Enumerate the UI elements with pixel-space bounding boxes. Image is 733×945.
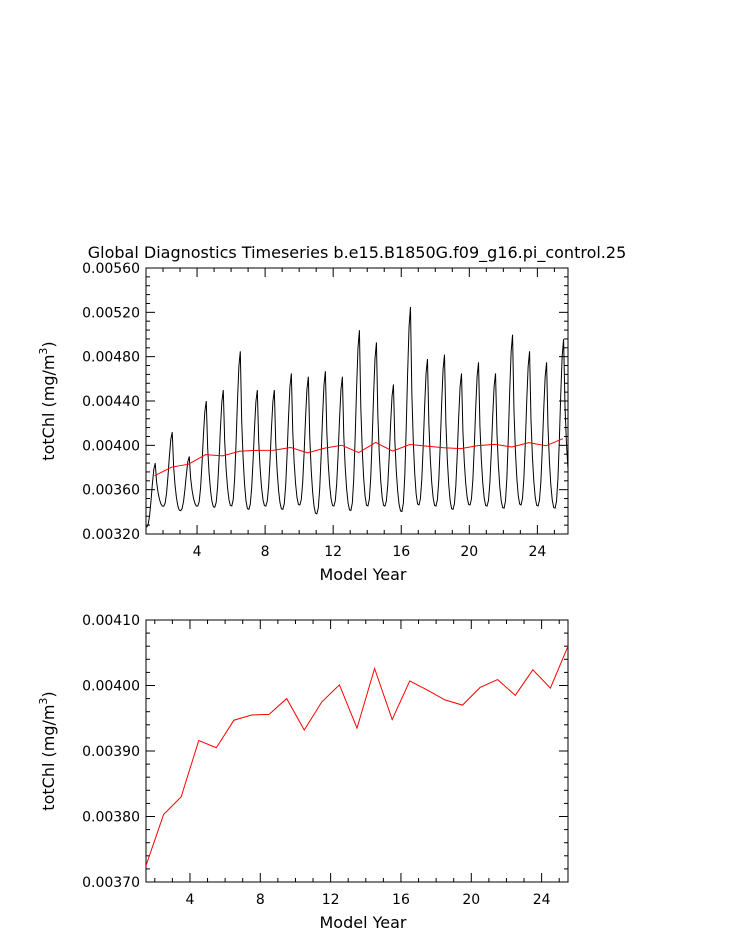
plot-frame — [145, 267, 569, 535]
x-tick-label: 24 — [533, 892, 551, 908]
y-tick-label: 0.00320 — [82, 527, 140, 543]
x-tick-label: 4 — [185, 892, 194, 908]
x-axis-label: Model Year — [320, 565, 407, 584]
y-tick-label: 0.00370 — [82, 875, 140, 891]
plot-frame — [145, 619, 569, 883]
y-tick-label: 0.00390 — [82, 744, 140, 760]
y-axis-label: totChl (mg/m3) — [37, 691, 58, 810]
x-axis-label: Model Year — [320, 913, 407, 932]
figure-title: Global Diagnostics Timeseries b.e15.B185… — [88, 243, 627, 263]
x-tick-label: 12 — [322, 892, 340, 908]
y-tick-label: 0.00440 — [82, 394, 140, 410]
y-tick-label: 0.00480 — [82, 350, 140, 366]
x-tick-label: 16 — [392, 544, 410, 560]
x-tick-label: 4 — [193, 544, 202, 560]
y-tick-label: 0.00520 — [82, 305, 140, 321]
y-tick-label: 0.00400 — [82, 438, 140, 454]
y-tick-label: 0.00400 — [82, 679, 140, 695]
x-tick-label: 24 — [528, 544, 546, 560]
y-tick-label: 0.00360 — [82, 483, 140, 499]
x-tick-label: 20 — [460, 544, 478, 560]
y-axis-label: totChl (mg/m3) — [37, 341, 58, 460]
y-tick-label: 0.00410 — [82, 613, 140, 629]
x-tick-label: 8 — [261, 544, 270, 560]
x-tick-label: 12 — [324, 544, 342, 560]
y-tick-label: 0.00560 — [82, 261, 140, 277]
series-line-annual — [146, 646, 568, 866]
series-line-monthly — [146, 306, 568, 528]
x-tick-label: 8 — [256, 892, 265, 908]
bottom-panel: 4 8 12 16 20 24 0.00370 0.00380 0.00390 0.00400 0.… — [37, 613, 569, 932]
x-tick-label: 20 — [462, 892, 480, 908]
series-line-annual — [154, 438, 564, 477]
y-tick-label: 0.00380 — [82, 810, 140, 826]
top-panel: 4 8 12 16 20 24 0.00320 0.00360 0.00400 0.00440 0.… — [37, 261, 569, 584]
x-tick-label: 16 — [392, 892, 410, 908]
